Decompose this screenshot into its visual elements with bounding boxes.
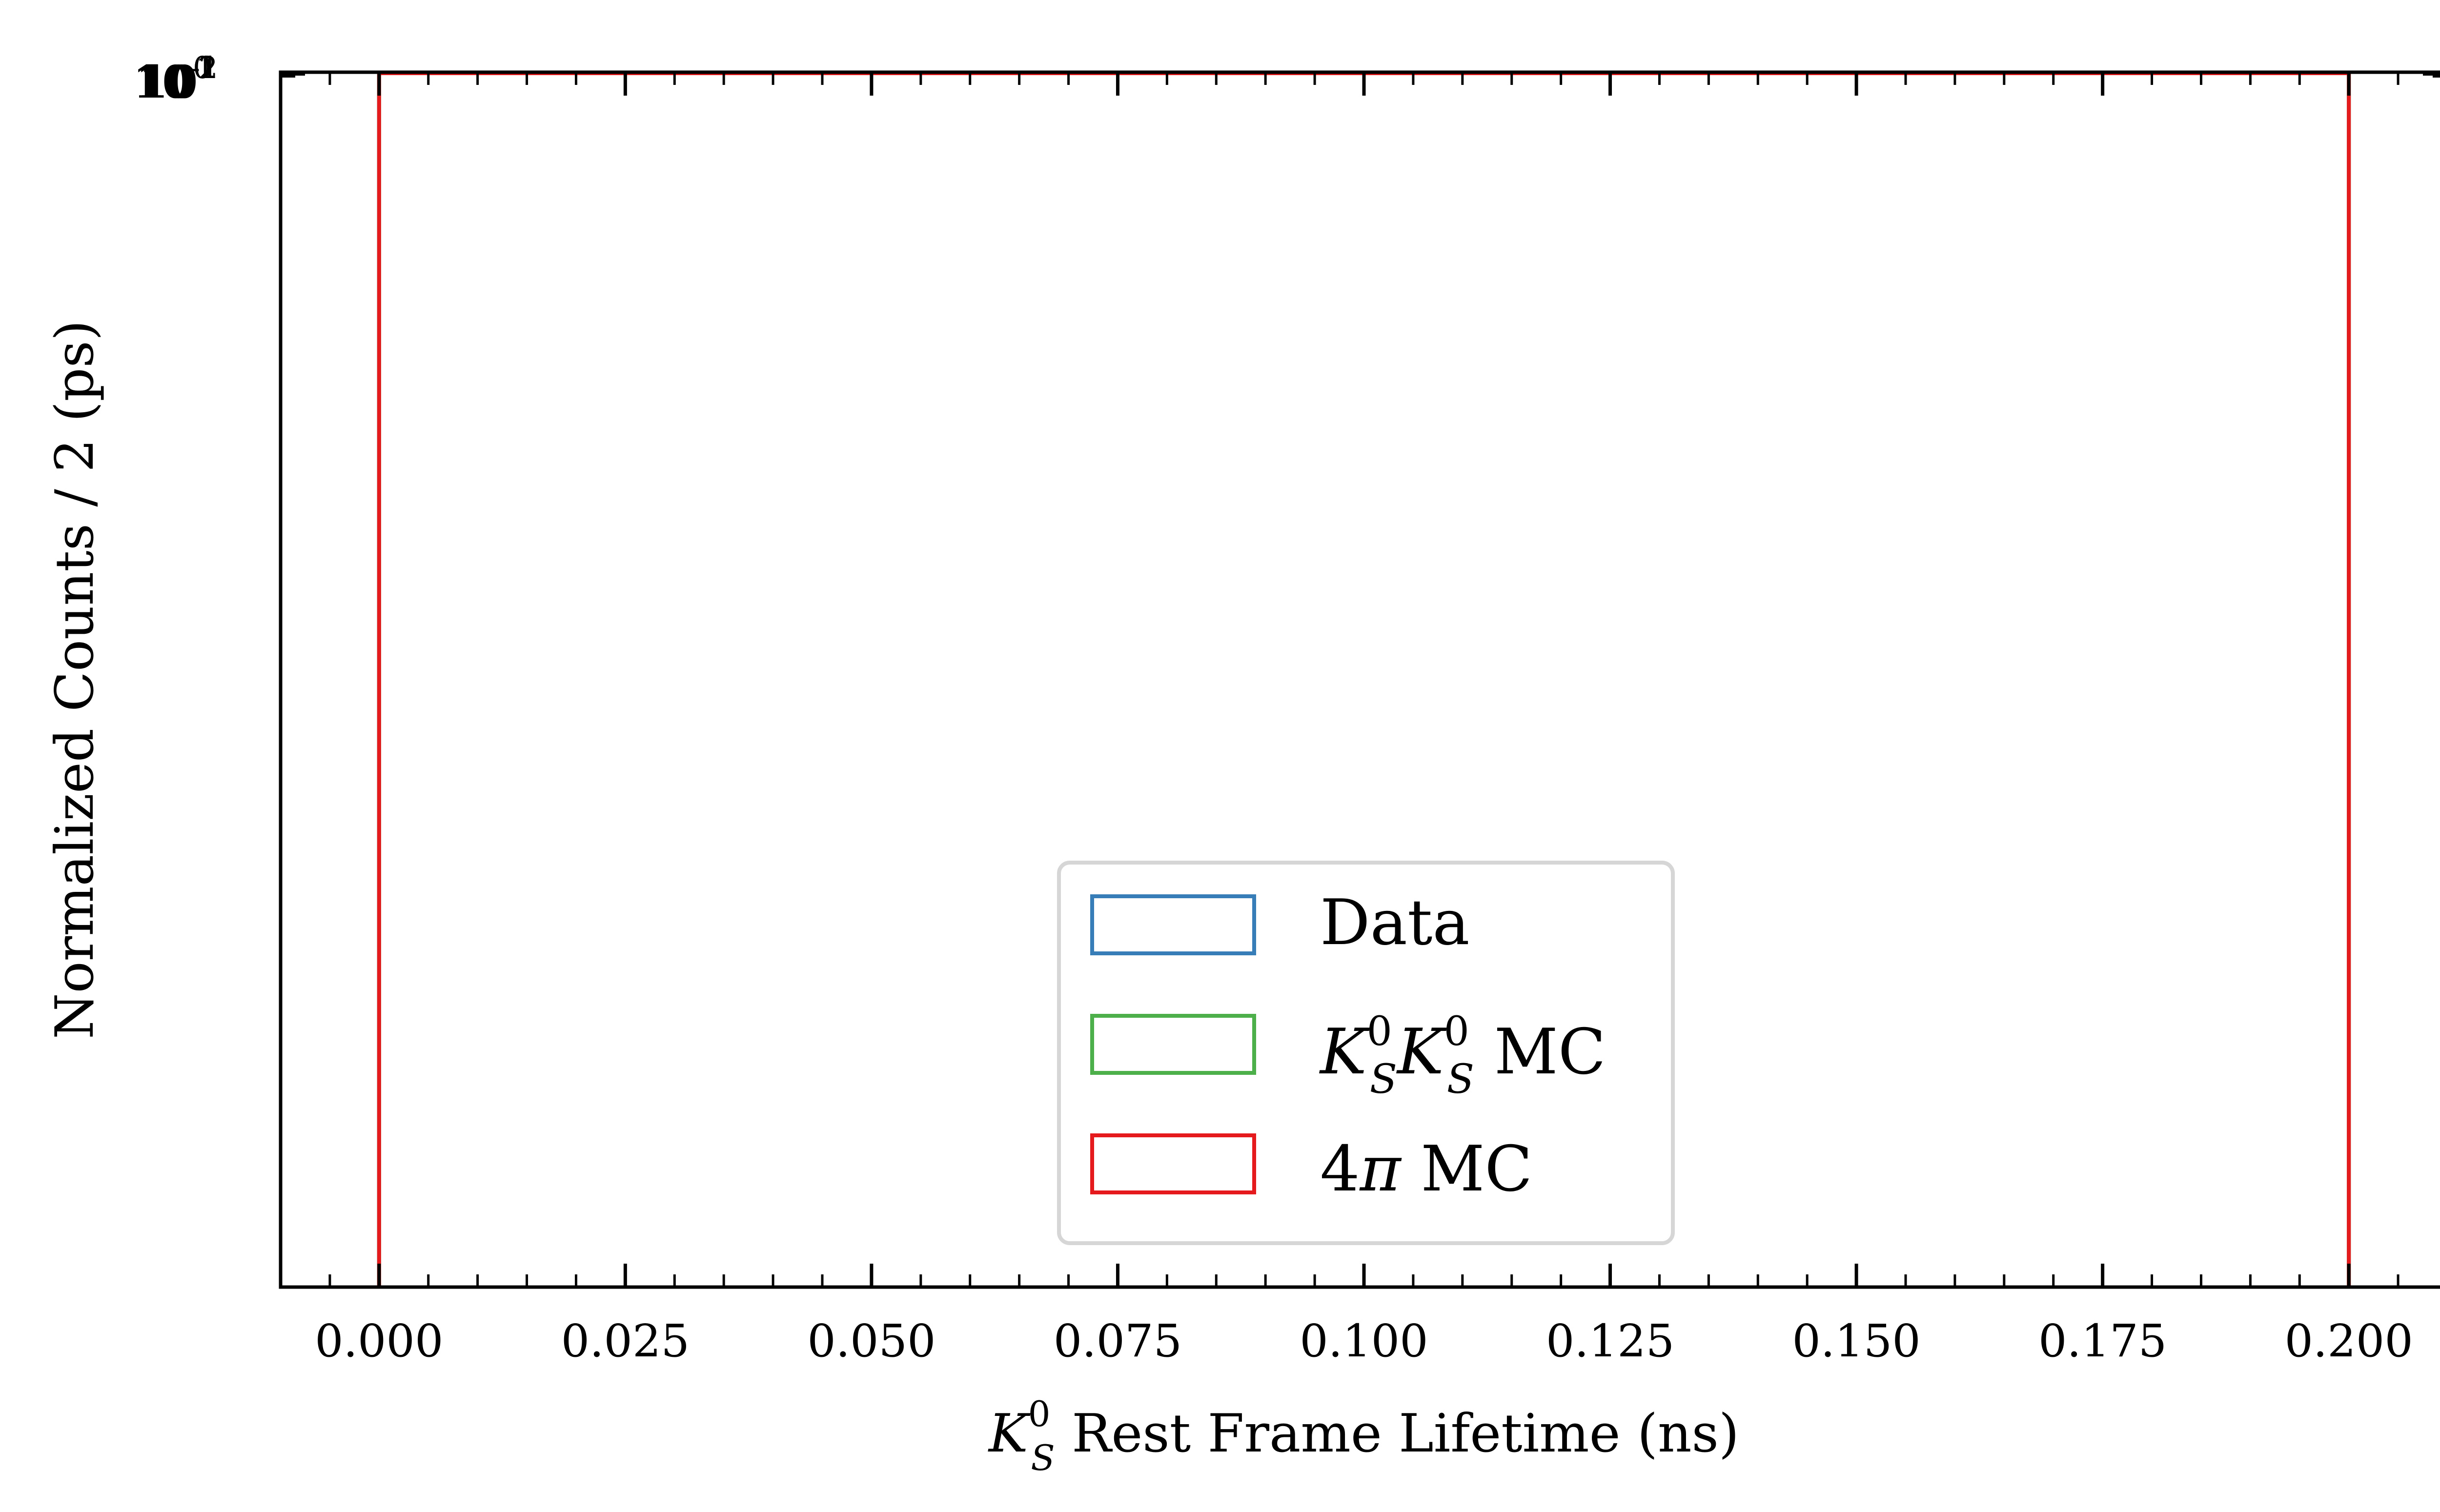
legend-swatch-data <box>1090 894 1256 955</box>
y-tick-label: 100 <box>136 50 212 108</box>
y-tick-labels: 100 101 102 10-1 <box>133 50 219 108</box>
y-tick-label: 102 <box>142 50 218 108</box>
x-tick-label: 0.000 <box>315 1315 443 1367</box>
tick-layer <box>279 71 2440 1287</box>
x-tick-label: 0.175 <box>2038 1315 2167 1367</box>
x-axis-label: K0 S Rest Frame Lifetime (ns) <box>988 1393 1739 1478</box>
legend-swatch-4pi-mc <box>1090 1133 1256 1194</box>
x-tick-label: 0.100 <box>1300 1315 1428 1367</box>
x-tick-label: 0.025 <box>561 1315 690 1367</box>
legend-label-4pi-mc: 4π MC <box>1320 1133 1532 1206</box>
legend-label-data: Data <box>1320 887 1470 959</box>
y-tick-label: 101 <box>139 50 215 108</box>
x-tick-label: 0.200 <box>2284 1315 2413 1367</box>
legend-label-kskt-mc: K0 SK0 S MC <box>1319 1008 1606 1103</box>
y-axis-label: Normalized Counts / 2 (ps) <box>44 320 105 1039</box>
y-tick-label: 10-1 <box>133 50 219 108</box>
legend-swatch-kskt-mc <box>1090 1014 1256 1075</box>
x-tick-label: 0.075 <box>1054 1315 1182 1367</box>
legend-box <box>1057 861 1675 1245</box>
x-tick-label: 0.150 <box>1792 1315 1920 1367</box>
x-tick-label: 0.050 <box>807 1315 935 1367</box>
legend: Data K0 SK0 S MC 4π MC <box>1057 861 1675 1245</box>
x-tick-labels: 0.000 0.025 0.050 0.075 0.100 0.125 0.150 0.175… <box>315 1315 2413 1367</box>
x-tick-label: 0.125 <box>1546 1315 1674 1367</box>
